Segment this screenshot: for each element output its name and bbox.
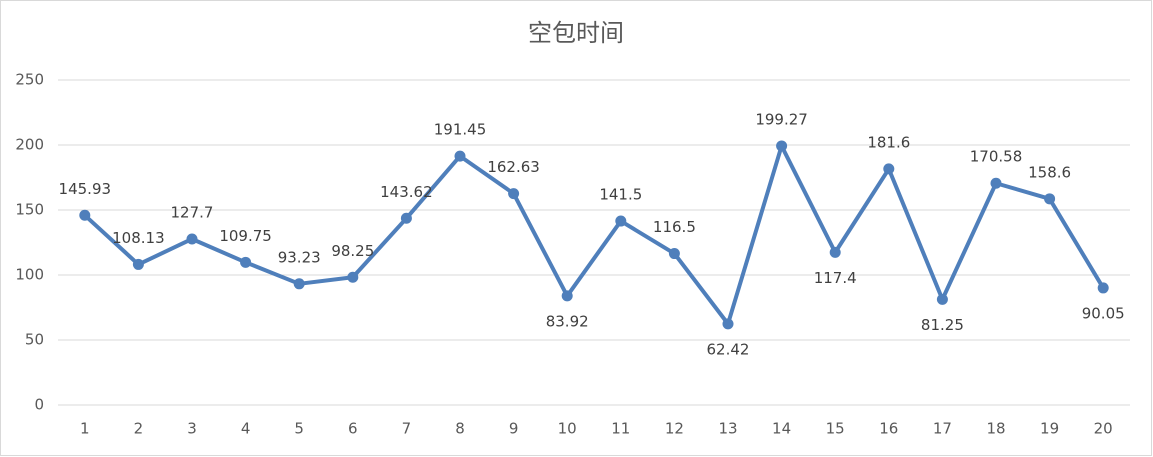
x-tick-label: 19 <box>1040 420 1059 438</box>
x-tick-label: 15 <box>826 420 845 438</box>
x-tick-label: 16 <box>879 420 898 438</box>
point <box>186 233 198 245</box>
data-label: 109.75 <box>219 227 272 245</box>
data-label: 191.45 <box>434 121 487 139</box>
x-tick-label: 9 <box>509 420 519 438</box>
x-tick-label: 2 <box>134 420 144 438</box>
data-label: 90.05 <box>1082 304 1125 322</box>
point <box>240 256 252 268</box>
x-tick-label: 3 <box>187 420 197 438</box>
x-tick-label: 12 <box>665 420 684 438</box>
data-label: 81.25 <box>921 316 964 334</box>
point <box>293 278 305 290</box>
data-label: 141.5 <box>599 186 642 204</box>
data-label: 117.4 <box>814 269 857 287</box>
x-tick-label: 6 <box>348 420 358 438</box>
line <box>83 143 1105 326</box>
data-label: 108.13 <box>112 229 165 247</box>
data-label: 162.63 <box>487 158 540 176</box>
x-tick-label: 5 <box>294 420 304 438</box>
x-tick-label: 11 <box>611 420 630 438</box>
data-label: 83.92 <box>546 312 589 330</box>
x-tick-label: 4 <box>241 420 251 438</box>
data-label: 181.6 <box>867 133 910 151</box>
point <box>936 293 948 305</box>
point <box>508 188 520 200</box>
data-label: 199.27 <box>755 110 808 128</box>
x-tick-label: 17 <box>933 420 952 438</box>
point <box>990 177 1002 189</box>
x-tick-label: 7 <box>402 420 412 438</box>
x-tick-label: 1 <box>80 420 90 438</box>
point <box>347 271 359 283</box>
chart-title: 空包时间 <box>528 19 624 47</box>
data-label: 158.6 <box>1028 163 1071 181</box>
x-tick-label: 13 <box>718 420 737 438</box>
x-tick-label: 14 <box>772 420 791 438</box>
data-label: 145.93 <box>59 180 112 198</box>
x-tick-label: 18 <box>986 420 1005 438</box>
y-tick-label: 50 <box>25 331 44 349</box>
point <box>400 212 412 224</box>
y-tick-label: 200 <box>15 136 44 154</box>
point <box>668 248 680 260</box>
point <box>776 140 788 152</box>
point <box>722 318 734 330</box>
point <box>1044 193 1056 205</box>
point <box>829 246 841 258</box>
x-tick-label: 8 <box>455 420 465 438</box>
point <box>615 215 627 227</box>
point <box>1097 282 1109 294</box>
data-label: 116.5 <box>653 218 696 236</box>
x-tick-label: 10 <box>558 420 577 438</box>
point <box>79 209 91 221</box>
point <box>883 163 895 175</box>
data-label: 93.23 <box>278 248 321 266</box>
x-tick-label: 20 <box>1094 420 1113 438</box>
point <box>561 290 573 302</box>
data-label: 127.7 <box>171 203 214 221</box>
data-label: 62.42 <box>707 340 750 358</box>
data-label: 170.58 <box>970 148 1023 166</box>
data-label: 98.25 <box>331 242 374 260</box>
point <box>132 258 144 270</box>
y-tick-label: 250 <box>15 71 44 89</box>
data-label: 143.62 <box>380 183 433 201</box>
y-tick-label: 100 <box>15 266 44 284</box>
point <box>454 150 466 162</box>
y-tick-label: 150 <box>15 201 44 219</box>
y-tick-label: 0 <box>34 396 44 414</box>
